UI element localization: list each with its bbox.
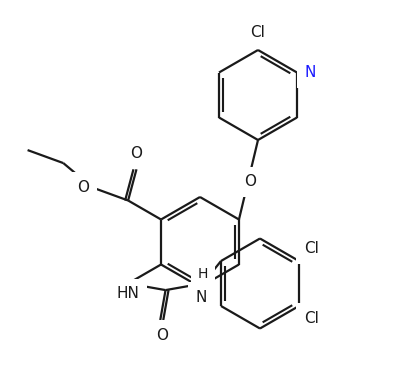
Text: O: O <box>245 174 256 189</box>
Text: H: H <box>198 267 208 280</box>
Text: Cl: Cl <box>250 25 265 40</box>
Text: Cl: Cl <box>304 241 319 256</box>
Text: HN: HN <box>117 287 139 302</box>
Text: Cl: Cl <box>304 311 319 326</box>
Text: N: N <box>195 290 207 305</box>
Text: N: N <box>305 65 316 80</box>
Text: O: O <box>77 180 89 195</box>
Text: O: O <box>130 146 143 161</box>
Text: O: O <box>156 328 168 343</box>
